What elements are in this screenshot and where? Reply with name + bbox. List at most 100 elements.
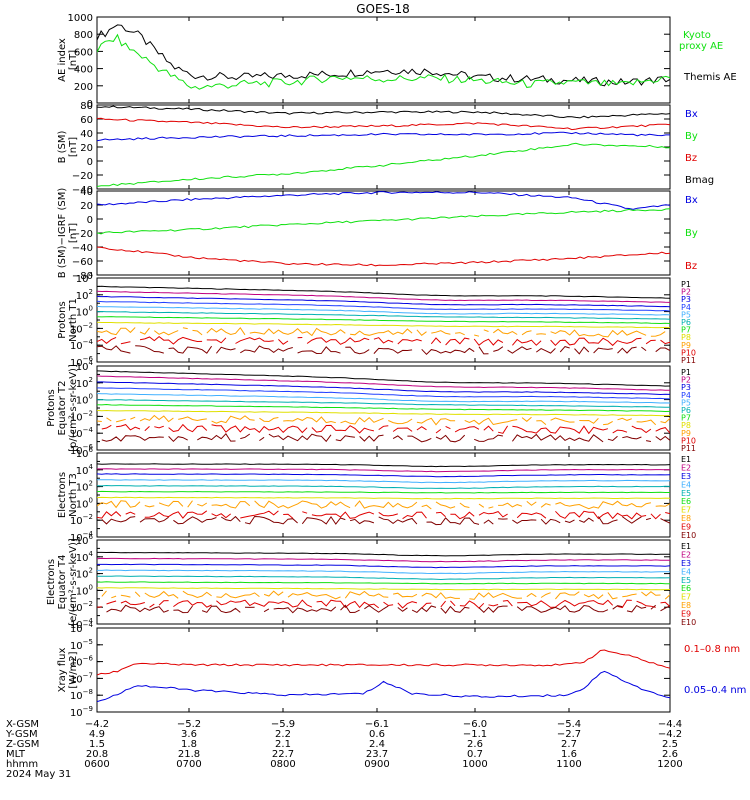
panel-protons-north-t1: 104 102 100 10−2 10−4 10−6 Protons North T1 P1P2… xyxy=(57,271,696,369)
x-tick-value: 1.5 xyxy=(89,739,105,750)
channel-legend-label: E4 xyxy=(681,567,691,576)
channel-line xyxy=(97,587,670,591)
channel-line xyxy=(97,557,670,563)
y-tick-label: 200 xyxy=(74,82,93,93)
y-tick-label: 10−2 xyxy=(70,513,93,527)
x-row-label: Z-GSM xyxy=(6,739,39,750)
y-tick-label: 102 xyxy=(76,288,93,302)
channel-line xyxy=(97,551,670,557)
y-tick-label: −60 xyxy=(72,257,93,268)
channel-legend-label: E3 xyxy=(681,559,691,568)
figure-title: GOES-18 xyxy=(356,2,410,16)
x-tick-value: 2.7 xyxy=(561,739,577,750)
x-tick-value: 1100 xyxy=(556,759,581,770)
x-tick-value: 1.6 xyxy=(561,749,577,760)
x-tick-value: −6.0 xyxy=(463,719,487,730)
channel-line xyxy=(97,285,670,299)
y-axis-label: AE index xyxy=(57,38,68,82)
channel-line xyxy=(97,370,670,387)
x-tick-value: 0700 xyxy=(176,759,201,770)
channel-line xyxy=(97,599,670,609)
y-tick-label: −80 xyxy=(72,271,93,282)
legend-label: Bmag xyxy=(685,175,714,186)
y-axis-label: [nT] xyxy=(68,137,79,157)
x-tick-value: 21.8 xyxy=(178,749,200,760)
x-tick-value: 1200 xyxy=(657,759,682,770)
legend-label: By xyxy=(685,228,698,239)
channel-line xyxy=(106,604,670,614)
x-tick-value: 2.2 xyxy=(275,729,291,740)
y-axis-label: Protons xyxy=(46,389,57,426)
plot-area xyxy=(97,649,670,703)
y-axis-label: Xray flux xyxy=(57,648,68,693)
y-axis-label: North T1 xyxy=(68,298,79,342)
y-tick-label: 102 xyxy=(76,480,93,494)
channel-legend-label: E8 xyxy=(681,514,691,523)
channel-line xyxy=(97,295,670,308)
y-axis-label: Equator T2 xyxy=(57,381,68,436)
x-tick-value: −6.1 xyxy=(365,719,389,730)
legend-label: Themis AE xyxy=(683,72,737,83)
channel-line xyxy=(97,310,670,320)
channel-legend-label: E8 xyxy=(681,601,691,610)
y-tick-label: −40 xyxy=(72,243,93,254)
y-axis-label: North T3 xyxy=(68,473,79,517)
plot-area xyxy=(97,463,670,526)
series-line xyxy=(97,191,670,210)
series-line xyxy=(97,208,670,235)
y-tick-label: 10−2 xyxy=(70,409,93,423)
channel-line xyxy=(97,468,670,473)
y-tick-label: 80 xyxy=(80,101,93,112)
date-label: 2024 May 31 xyxy=(6,769,71,780)
panel-frame xyxy=(96,104,671,190)
x-tick-value: 3.6 xyxy=(181,729,197,740)
channel-legend-label: E5 xyxy=(681,489,691,498)
channel-line xyxy=(97,484,670,489)
channel-line xyxy=(97,500,670,510)
y-tick-label: −20 xyxy=(72,171,93,182)
panel-frame xyxy=(96,16,671,104)
channel-legend-label: P8 xyxy=(681,421,691,430)
series-line xyxy=(97,649,670,676)
x-tick-value: 20.8 xyxy=(86,749,108,760)
x-tick-value: 2.4 xyxy=(369,739,385,750)
y-tick-label: 10−9 xyxy=(70,705,93,719)
channel-line xyxy=(97,510,670,520)
channel-legend-label: E6 xyxy=(681,584,691,593)
channel-legend-label: P1 xyxy=(681,368,691,377)
y-tick-label: 0 xyxy=(87,157,93,168)
legend-label: Bx xyxy=(685,195,698,206)
channel-line xyxy=(97,381,670,396)
channel-legend-label: P7 xyxy=(681,326,691,335)
channel-line xyxy=(97,290,670,303)
channel-legend-label: P9 xyxy=(681,429,691,438)
channel-line xyxy=(97,345,670,356)
y-tick-label: 106 xyxy=(76,446,94,460)
channel-line xyxy=(97,328,670,337)
channel-legend-label: E6 xyxy=(681,497,691,506)
y-tick-label: 100 xyxy=(76,496,93,510)
series-line xyxy=(97,142,670,187)
channel-line xyxy=(97,409,670,417)
channel-legend-label: E3 xyxy=(681,472,691,481)
y-axis-label: Electrons xyxy=(46,559,57,605)
channel-legend-label: P5 xyxy=(681,398,691,407)
channel-legend-label: P1 xyxy=(681,280,691,289)
x-tick-value: −5.9 xyxy=(271,719,295,730)
series-line xyxy=(97,131,670,142)
channel-line xyxy=(97,563,670,569)
plot-area xyxy=(97,24,670,90)
x-tick-value: 0.7 xyxy=(467,749,483,760)
x-tick-value: −4.2 xyxy=(658,729,682,740)
channel-legend-label: P3 xyxy=(681,295,691,304)
x-tick-value: −5.2 xyxy=(177,719,201,730)
x-tick-value: 1000 xyxy=(462,759,487,770)
y-tick-label: 10−4 xyxy=(70,621,94,635)
channel-line xyxy=(101,433,670,443)
channel-legend-label: P2 xyxy=(681,376,691,385)
channel-line xyxy=(97,496,670,500)
y-axis-label: B (SM)−IGRF (SM) xyxy=(57,188,68,279)
y-tick-label: 10−5 xyxy=(70,638,93,652)
